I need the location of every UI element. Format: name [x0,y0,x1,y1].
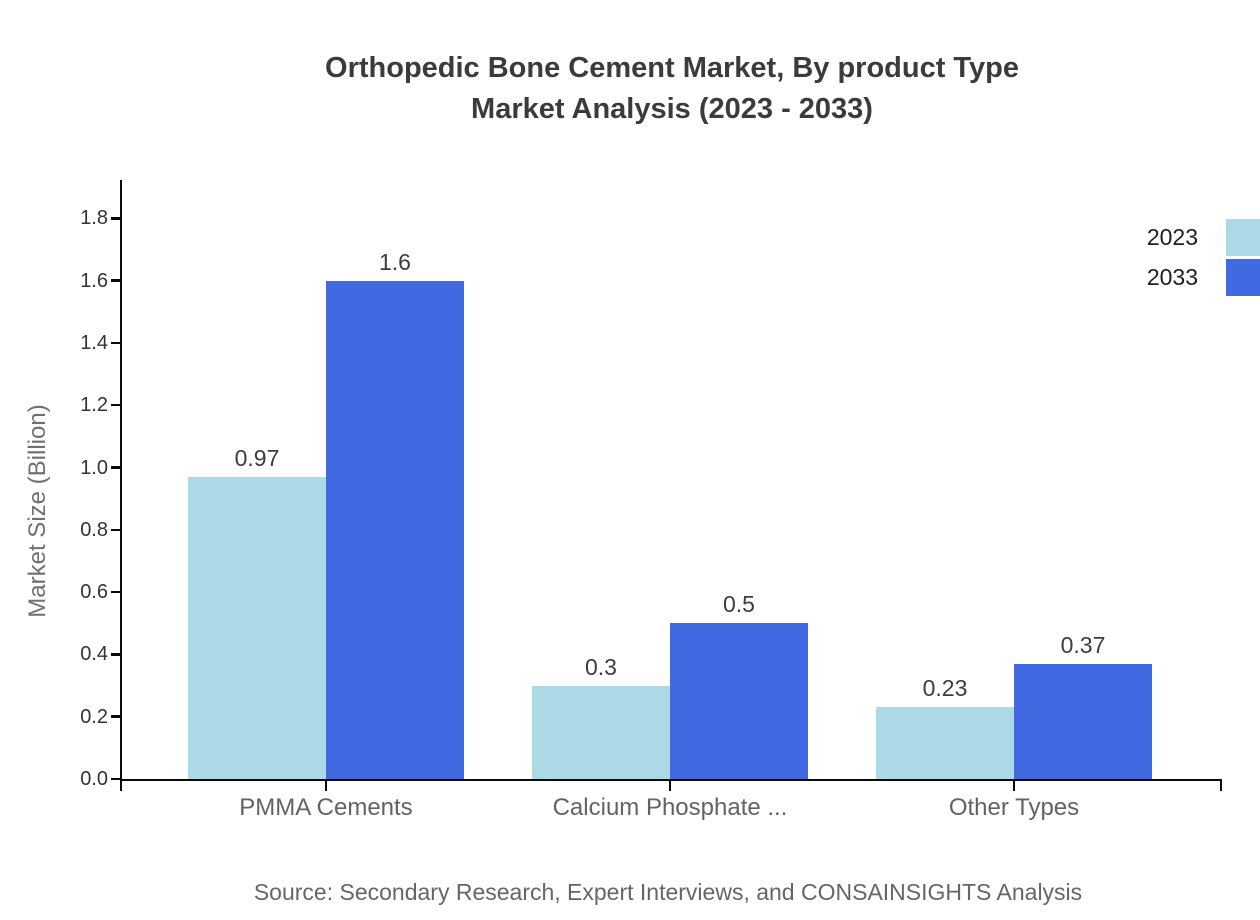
chart-title: Orthopedic Bone Cement Market, By produc… [84,48,1260,130]
y-tick-mark [110,715,120,718]
bar-value-label-2033-calcium-phosphate: 0.5 [723,591,755,618]
y-tick-label: 1.8 [80,207,108,230]
bar-value-label-2033-other-types: 0.37 [1060,631,1106,658]
x-tick-mark [1012,779,1016,791]
chart-title-line2: Market Analysis (2023 - 2033) [471,93,873,125]
y-tick-label: 1.2 [80,394,108,417]
y-tick-label: 1.6 [80,269,108,292]
legend-item-2033: 2033 [1128,259,1260,296]
y-tick-label: 0.0 [80,768,108,790]
y-tick-label: 0.8 [80,518,108,541]
y-tick-label: 1.0 [80,456,108,479]
bar-2033-calcium-phosphate [670,623,808,780]
y-tick-label: 0.4 [80,643,108,666]
x-tick-mark [324,779,328,791]
legend-label: 2033 [1146,264,1198,290]
chart-title-line1: Orthopedic Bone Cement Market, By produc… [325,52,1019,84]
y-tick-mark [110,466,120,469]
y-tick-mark [110,590,120,594]
y-tick-mark [110,217,120,220]
legend-swatch-2033 [1226,259,1260,296]
y-tick-label: 1.4 [80,331,108,354]
x-tick-mark [1219,779,1222,791]
legend-item-2023: 2023 [1128,219,1260,256]
legend-swatch-2023 [1226,219,1260,256]
y-axis-spine [119,180,122,791]
bar-value-label-2033-pmma-cements: 1.6 [379,248,411,275]
y-tick-mark [110,279,120,282]
y-tick-mark [110,777,120,781]
bar-2023-pmma-cements [188,476,326,780]
x-tick-mark [119,779,122,791]
bar-2033-other-types [1014,663,1152,780]
bar-value-label-2023-pmma-cements: 0.97 [234,444,280,471]
y-tick-mark [110,403,120,407]
bar-value-label-2023-calcium-phosphate: 0.3 [585,653,617,680]
x-category-label-calcium-phosphate: Calcium Phosphate ... [552,794,788,821]
bar-2023-calcium-phosphate [532,685,670,780]
x-tick-mark [668,779,672,791]
y-tick-mark [110,653,120,656]
y-tick-label: 0.6 [80,581,108,604]
x-category-label-pmma-cements: PMMA Cements [239,794,413,821]
source-note: Source: Secondary Research, Expert Inter… [253,879,1083,905]
bar-value-label-2023-other-types: 0.23 [922,675,968,702]
legend-label: 2023 [1146,224,1198,250]
legend: 2023 2033 [1128,219,1260,296]
y-tick-mark [110,528,120,532]
bar-2033-pmma-cements [326,280,464,780]
y-tick-label: 0.2 [80,705,108,728]
y-tick-mark [110,341,120,345]
bar-2023-other-types [876,707,1014,780]
x-category-label-other-types: Other Types [948,794,1080,821]
